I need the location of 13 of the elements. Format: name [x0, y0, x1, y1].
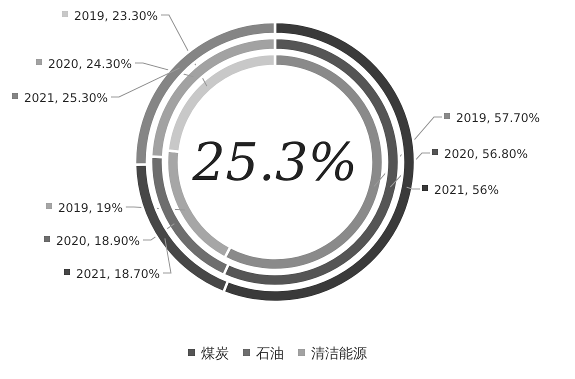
- data-label: 2020, 24.30%: [48, 57, 132, 71]
- data-label: 2021, 56%: [434, 183, 499, 197]
- data-label: 2019, 19%: [58, 201, 123, 215]
- data-label: 2021, 25.30%: [24, 91, 108, 105]
- legend-label: 煤炭: [201, 346, 229, 362]
- legend-label: 石油: [256, 346, 284, 362]
- data-label: 2019, 23.30%: [74, 9, 158, 23]
- data-label: 2021, 18.70%: [76, 267, 160, 281]
- text: 25.3%: [191, 133, 358, 193]
- data-label: 2020, 18.90%: [56, 234, 140, 248]
- data-label: 2019, 57.70%: [456, 111, 540, 125]
- data-label: 2020, 56.80%: [444, 147, 528, 161]
- legend-label: 清洁能源: [311, 346, 367, 362]
